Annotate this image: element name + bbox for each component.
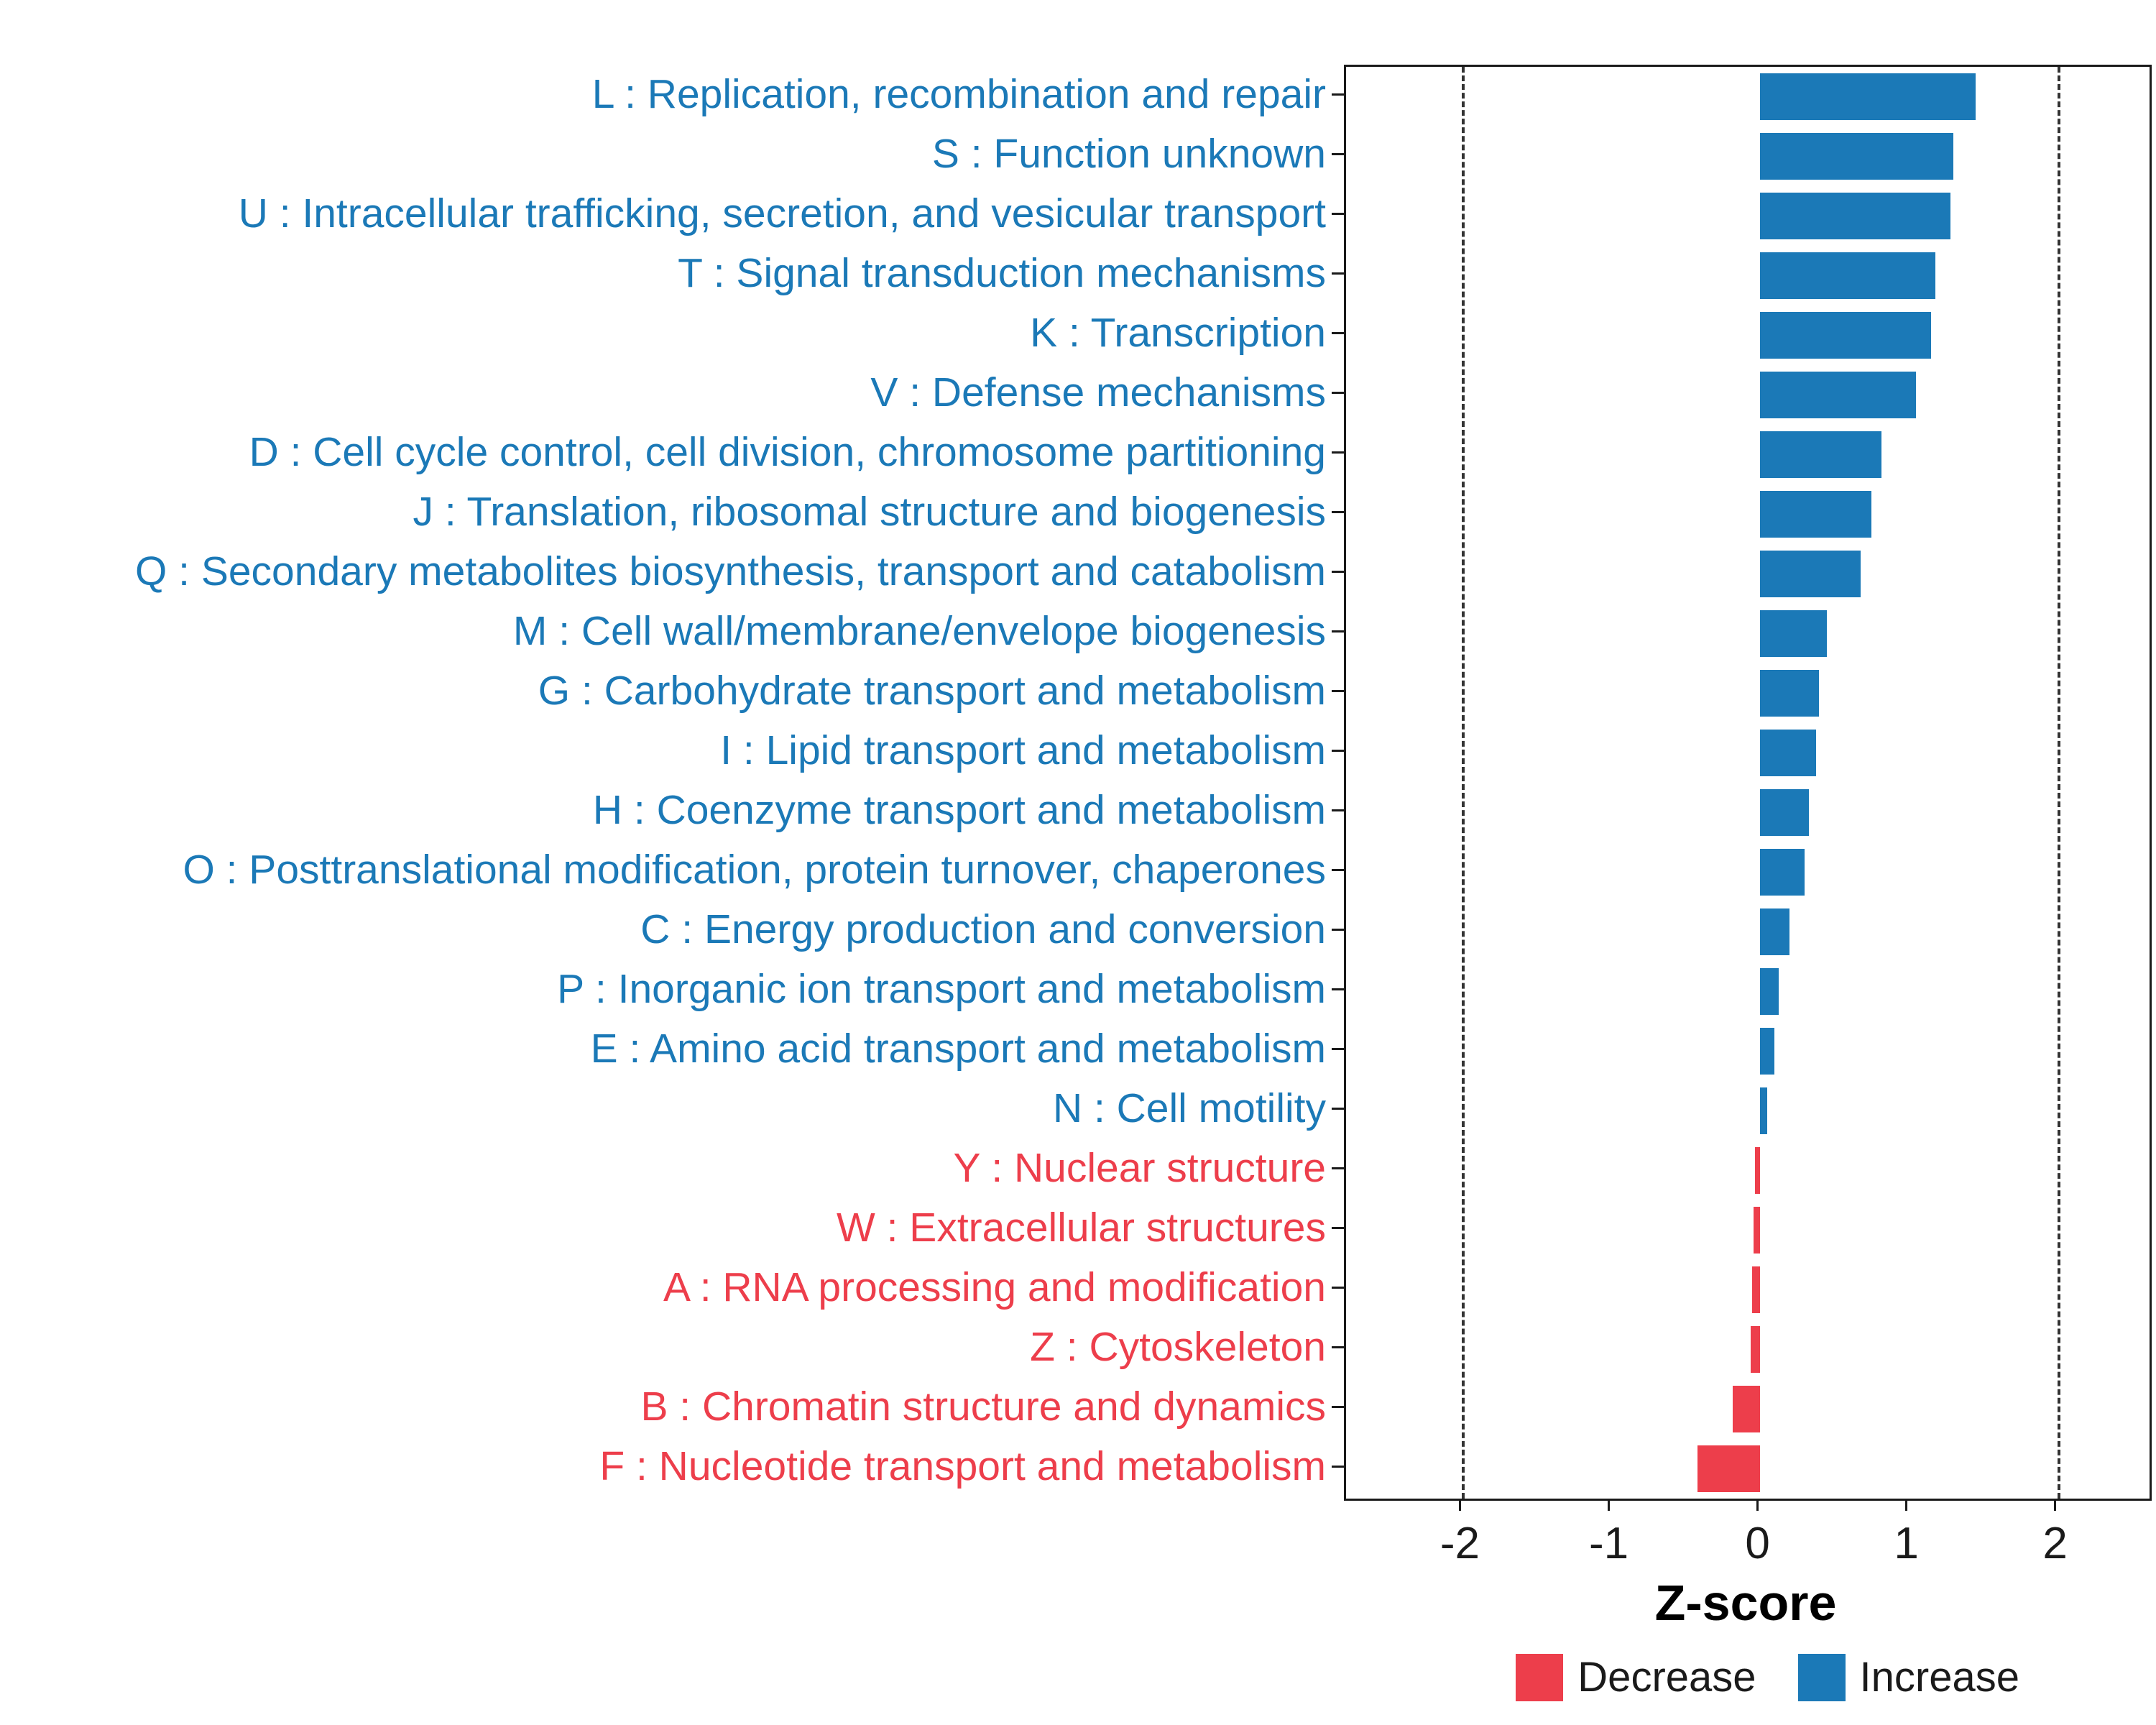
bar-w [1754, 1207, 1760, 1254]
y-axis-tick [1332, 750, 1344, 752]
y-axis-tick [1332, 809, 1344, 811]
legend: Decrease Increase [1516, 1653, 2019, 1701]
bar-f [1697, 1445, 1760, 1492]
category-label: M : Cell wall/membrane/envelope biogenes… [512, 608, 1326, 654]
y-axis-tick [1332, 392, 1344, 394]
y-axis-tick [1332, 630, 1344, 632]
x-axis-title: Z-score [1654, 1575, 1837, 1631]
y-axis-tick [1332, 1346, 1344, 1348]
category-label: J : Translation, ribosomal structure and… [413, 489, 1326, 535]
category-label: P : Inorganic ion transport and metaboli… [557, 966, 1326, 1012]
reference-dashed-line [2057, 67, 2060, 1499]
bar-a [1752, 1266, 1760, 1313]
bar-i [1759, 730, 1817, 776]
y-axis-tick [1332, 1048, 1344, 1050]
category-label: B : Chromatin structure and dynamics [640, 1384, 1326, 1430]
category-label: T : Signal transduction mechanisms [678, 250, 1326, 296]
legend-label-decrease: Decrease [1577, 1654, 1756, 1701]
legend-swatch-increase [1797, 1653, 1846, 1701]
y-axis-tick [1332, 1287, 1344, 1289]
category-label: F : Nucleotide transport and metabolism [599, 1443, 1326, 1489]
category-label: D : Cell cycle control, cell division, c… [249, 429, 1326, 475]
bar-z [1751, 1326, 1760, 1373]
bar-q [1759, 551, 1861, 597]
x-axis-tick [2054, 1499, 2057, 1511]
bar-h [1759, 789, 1809, 836]
legend-item-increase: Increase [1797, 1653, 2019, 1701]
plot-panel [1344, 65, 2152, 1501]
category-label: Q : Secondary metabolites biosynthesis, … [134, 548, 1326, 594]
bar-j [1759, 491, 1871, 538]
bar-n [1759, 1087, 1767, 1134]
bar-u [1759, 193, 1950, 239]
legend-swatch-decrease [1516, 1653, 1564, 1701]
bar-v [1759, 372, 1916, 418]
category-label: Z : Cytoskeleton [1030, 1324, 1326, 1370]
y-axis-tick [1332, 929, 1344, 931]
legend-label-increase: Increase [1859, 1654, 2019, 1701]
category-label: K : Transcription [1030, 310, 1326, 356]
category-label: C : Energy production and conversion [640, 906, 1326, 952]
bar-t [1759, 252, 1935, 299]
bar-c [1759, 908, 1789, 955]
x-axis-tick [1756, 1499, 1759, 1511]
y-axis-tick [1332, 571, 1344, 573]
y-axis-tick [1332, 1167, 1344, 1169]
y-axis-tick [1332, 93, 1344, 96]
y-axis-tick [1332, 690, 1344, 692]
category-label: A : RNA processing and modification [663, 1264, 1326, 1310]
category-label: O : Posttranslational modification, prot… [183, 847, 1326, 893]
y-axis-tick [1332, 988, 1344, 990]
x-axis-tick [1608, 1499, 1611, 1511]
category-label: W : Extracellular structures [837, 1205, 1326, 1251]
x-axis-tick [1905, 1499, 1908, 1511]
legend-item-decrease: Decrease [1516, 1653, 1756, 1701]
y-axis-tick [1332, 153, 1344, 155]
bar-y [1755, 1147, 1760, 1194]
bar-p [1759, 968, 1779, 1015]
y-axis-tick [1332, 272, 1344, 275]
reference-dashed-line [1462, 67, 1465, 1499]
bar-k [1759, 312, 1931, 359]
y-axis-tick [1332, 1227, 1344, 1229]
category-label: G : Carbohydrate transport and metabolis… [538, 668, 1326, 714]
x-axis-tick-label: -1 [1588, 1519, 1629, 1568]
bar-e [1759, 1028, 1775, 1075]
category-label: L : Replication, recombination and repai… [591, 71, 1326, 117]
bar-s [1759, 133, 1953, 180]
bar-b [1733, 1386, 1760, 1432]
x-axis-tick-label: 1 [1894, 1519, 1919, 1568]
category-label: U : Intracellular trafficking, secretion… [238, 190, 1326, 236]
x-axis-tick [1458, 1499, 1461, 1511]
bar-d [1759, 431, 1882, 478]
category-label: H : Coenzyme transport and metabolism [592, 787, 1326, 833]
x-axis-tick-label: 2 [2042, 1519, 2068, 1568]
y-axis-tick [1332, 869, 1344, 871]
bar-l [1759, 73, 1976, 120]
y-axis-tick [1332, 451, 1344, 454]
category-label: Y : Nuclear structure [953, 1145, 1326, 1191]
x-axis-tick-label: 0 [1745, 1519, 1770, 1568]
category-label: E : Amino acid transport and metabolism [590, 1026, 1326, 1072]
y-axis-tick [1332, 1406, 1344, 1408]
category-label: N : Cell motility [1052, 1085, 1326, 1131]
category-label: S : Function unknown [931, 131, 1326, 177]
bar-g [1759, 670, 1820, 717]
bar-m [1759, 610, 1827, 657]
y-axis-tick [1332, 332, 1344, 334]
y-axis-tick [1332, 1108, 1344, 1110]
bar-o [1759, 849, 1805, 896]
category-label: V : Defense mechanisms [870, 369, 1326, 415]
y-axis-tick [1332, 213, 1344, 215]
category-label: I : Lipid transport and metabolism [720, 727, 1326, 773]
y-axis-tick [1332, 511, 1344, 513]
x-axis-tick-label: -2 [1439, 1519, 1480, 1568]
y-axis-tick [1332, 1466, 1344, 1468]
